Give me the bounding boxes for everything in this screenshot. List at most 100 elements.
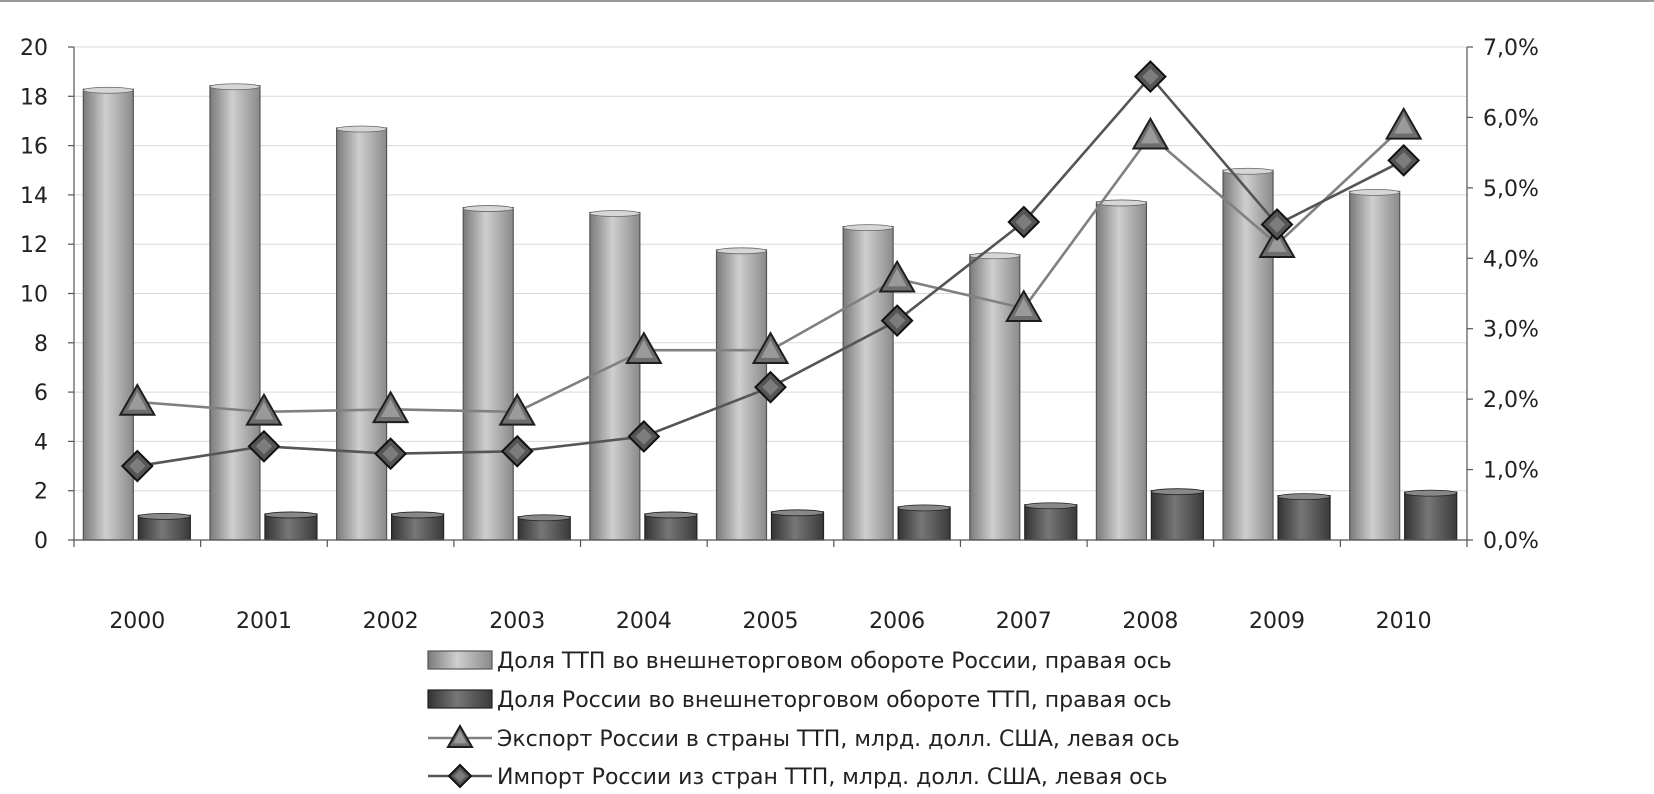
import-point-shine: [129, 457, 146, 475]
import-point-shine: [382, 445, 399, 462]
bar-share-ttp-top: [1096, 199, 1147, 207]
bar-share-russia-top: [517, 514, 571, 522]
bar-share-russia-top: [1404, 489, 1458, 497]
right-tick-label: 0,0%: [1483, 529, 1539, 554]
bar-share-ttp: [842, 225, 894, 541]
bar-share-russia-top: [1151, 488, 1204, 496]
x-tick-label: 2009: [1249, 609, 1305, 634]
bar-share-ttp: [1222, 169, 1274, 541]
import-point-shine: [888, 312, 906, 329]
x-tick-label: 2003: [489, 609, 545, 634]
export-line: [137, 124, 1405, 414]
bar-share-russia-top: [137, 512, 191, 520]
left-tick-label: 14: [20, 184, 48, 209]
left-tick-label: 20: [20, 36, 48, 61]
legend-swatch-bar-share-ttp: [427, 650, 493, 670]
bar-share-russia-top: [264, 511, 318, 519]
axes-layer: 0 2 4 6 8 10 12 14 16 18 20 0,0% 1,0% 2,0% 3,0% 4,0% 5,0…: [20, 36, 1539, 634]
left-tick-label: 16: [20, 135, 48, 160]
export-point-shine: [634, 339, 654, 358]
bar-share-ttp: [462, 206, 514, 541]
import-line: [137, 74, 1405, 468]
x-tick-label: 2000: [109, 609, 165, 634]
bar-share-russia: [1404, 491, 1458, 541]
export-point-shine: [1267, 234, 1287, 252]
bar-share-ttp-top: [336, 125, 387, 133]
import-point-shine: [635, 428, 653, 445]
bar-share-ttp: [589, 211, 641, 541]
x-tick-label: 2010: [1376, 609, 1432, 634]
bar-share-ttp: [209, 85, 261, 541]
import-point-shine: [1268, 216, 1286, 233]
right-tick-label: 4,0%: [1483, 247, 1539, 272]
right-tick-label: 6,0%: [1483, 106, 1539, 131]
export-point-shine: [507, 401, 527, 420]
right-tick-label: 3,0%: [1483, 318, 1539, 343]
x-tick-label: 2008: [1122, 609, 1178, 634]
bar-share-ttp-top: [1222, 167, 1274, 175]
left-tick-label: 2: [34, 480, 48, 505]
export-point-shine: [761, 339, 780, 358]
bar-share-russia: [897, 506, 951, 541]
import-point-shine: [508, 443, 526, 460]
legend-swatch-export-marker-shine: [453, 730, 467, 744]
bar-share-ttp: [1349, 190, 1401, 541]
right-tick-label: 5,0%: [1483, 177, 1539, 202]
left-tick-label: 4: [34, 430, 48, 455]
bar-share-ttp: [715, 249, 768, 541]
bar-share-ttp-top: [716, 247, 767, 255]
import-point-shine: [1142, 68, 1159, 85]
legend-label: Экспорт России в страны ТТП, млрд. долл.…: [497, 727, 1180, 752]
left-tick-label: 18: [20, 85, 48, 110]
bar-share-ttp-top: [589, 210, 641, 217]
bar-share-ttp-top: [462, 205, 514, 212]
bar-share-ttp-top: [842, 224, 894, 231]
x-tick-label: 2006: [869, 609, 925, 634]
bar-share-ttp: [1095, 201, 1148, 541]
left-tick-label: 8: [34, 332, 48, 357]
left-tick-label: 12: [20, 233, 48, 258]
bar-share-russia-top: [1024, 502, 1078, 510]
bar-share-russia-top: [897, 504, 951, 512]
bar-share-ttp-top: [1349, 188, 1401, 196]
export-point-shine: [381, 399, 400, 418]
legend-swatch-import-marker-shine: [453, 769, 467, 783]
export-point-shine: [1014, 298, 1034, 316]
bar-share-ttp: [82, 88, 134, 541]
bar-share-russia-top: [771, 509, 824, 517]
legend-label: Импорт России из стран ТТП, млрд. долл. …: [497, 765, 1168, 790]
left-tick-label: 10: [20, 283, 48, 308]
bar-share-russia: [1277, 495, 1331, 541]
import-point-shine: [762, 378, 779, 396]
bar-share-russia: [1150, 490, 1205, 541]
bar-share-ttp-top: [209, 83, 261, 91]
x-tick-label: 2002: [363, 609, 419, 634]
import-point-shine: [255, 438, 273, 455]
x-tick-label: 2004: [616, 609, 672, 634]
bar-share-ttp: [335, 127, 388, 541]
bar-share-ttp-top: [82, 86, 134, 94]
bar-share-russia-top: [644, 511, 698, 519]
right-tick-label: 2,0%: [1483, 388, 1539, 413]
import-point-shine: [1395, 152, 1412, 169]
legend: Доля ТТП во внешнеторговом обороте Росси…: [427, 649, 1180, 790]
export-point-shine: [887, 268, 907, 287]
bars-layer: [82, 83, 1458, 541]
export-point-shine: [1394, 115, 1414, 134]
legend-swatch-bar-share-russia: [427, 689, 493, 709]
export-point-shine: [1141, 125, 1160, 144]
legend-label: Доля России во внешнеторговом обороте ТТ…: [497, 688, 1172, 713]
right-tick-label: 1,0%: [1483, 459, 1539, 484]
bar-share-russia-top: [1277, 493, 1331, 501]
left-tick-label: 0: [34, 529, 48, 554]
export-point-shine: [127, 391, 147, 410]
bar-share-russia: [1024, 504, 1078, 541]
lines-layer: [118, 60, 1423, 483]
import-point-shine: [1015, 213, 1033, 231]
x-tick-label: 2005: [743, 609, 799, 634]
x-tick-label: 2007: [996, 609, 1052, 634]
legend-label: Доля ТТП во внешнеторговом обороте Росси…: [497, 649, 1172, 674]
left-tick-label: 6: [34, 381, 48, 406]
bar-share-russia-top: [391, 511, 444, 519]
